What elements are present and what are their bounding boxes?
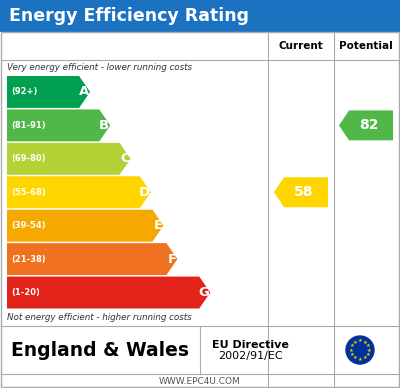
- Polygon shape: [339, 111, 393, 140]
- Text: ★: ★: [353, 340, 358, 345]
- Polygon shape: [7, 76, 90, 108]
- Text: ★: ★: [366, 352, 370, 357]
- Text: A: A: [79, 85, 89, 99]
- Text: 58: 58: [294, 185, 314, 199]
- Text: ★: ★: [350, 352, 354, 357]
- Text: ★: ★: [366, 343, 370, 348]
- Polygon shape: [7, 176, 151, 208]
- Text: ★: ★: [362, 355, 367, 360]
- Text: ★: ★: [358, 357, 362, 362]
- Text: (55-68): (55-68): [11, 188, 46, 197]
- Polygon shape: [7, 143, 130, 175]
- Text: Very energy efficient - lower running costs: Very energy efficient - lower running co…: [7, 64, 192, 73]
- Text: Current: Current: [279, 41, 323, 51]
- Text: C: C: [120, 152, 130, 165]
- Polygon shape: [7, 243, 177, 275]
- Text: (92+): (92+): [11, 87, 37, 97]
- Text: (39-54): (39-54): [11, 221, 46, 230]
- Text: 82: 82: [359, 118, 379, 132]
- Text: Not energy efficient - higher running costs: Not energy efficient - higher running co…: [7, 312, 192, 322]
- Text: (21-38): (21-38): [11, 255, 46, 263]
- Polygon shape: [274, 177, 328, 207]
- Text: D: D: [139, 186, 150, 199]
- Bar: [0, 0, 400, 32]
- Text: WWW.EPC4U.COM: WWW.EPC4U.COM: [159, 376, 241, 386]
- Text: ★: ★: [348, 348, 353, 353]
- Text: ★: ★: [358, 338, 362, 343]
- Text: Potential: Potential: [339, 41, 393, 51]
- Polygon shape: [7, 109, 110, 141]
- Circle shape: [346, 336, 374, 364]
- Text: E: E: [153, 219, 162, 232]
- Text: EU Directive: EU Directive: [212, 340, 288, 350]
- Text: ★: ★: [350, 343, 354, 348]
- Text: Energy Efficiency Rating: Energy Efficiency Rating: [9, 7, 249, 25]
- Text: ★: ★: [353, 355, 358, 360]
- Text: ★: ★: [362, 340, 367, 345]
- Polygon shape: [7, 210, 164, 242]
- Text: (69-80): (69-80): [11, 154, 46, 163]
- Polygon shape: [7, 277, 210, 308]
- Text: (81-91): (81-91): [11, 121, 46, 130]
- Text: England & Wales: England & Wales: [11, 341, 189, 360]
- Text: 2002/91/EC: 2002/91/EC: [218, 351, 282, 361]
- Text: F: F: [167, 253, 176, 266]
- Text: (1-20): (1-20): [11, 288, 40, 297]
- Text: ★: ★: [367, 348, 372, 353]
- Text: G: G: [198, 286, 209, 299]
- Text: B: B: [99, 119, 109, 132]
